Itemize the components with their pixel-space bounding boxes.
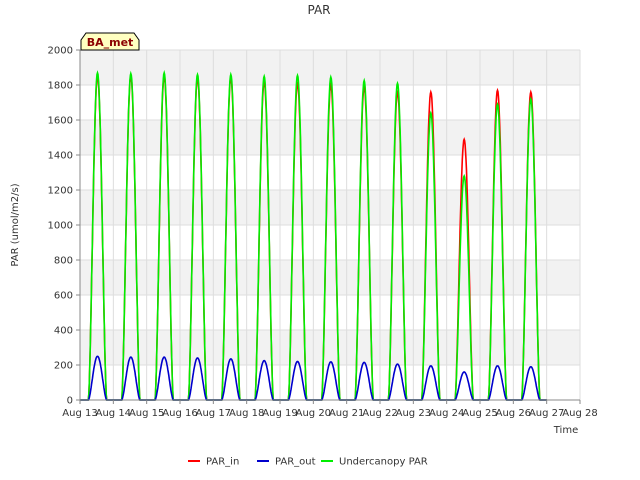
y-tick-label: 2000 — [48, 46, 73, 57]
badge-box — [80, 32, 140, 51]
grid-band — [80, 260, 580, 295]
legend: PAR_in PAR_out Undercanopy PAR — [188, 457, 428, 468]
y-tick-label: 1000 — [48, 221, 73, 232]
x-tick-label: Aug 13 — [62, 408, 97, 419]
y-tick-label: 600 — [54, 291, 73, 302]
x-tick-label: Aug 21 — [329, 408, 364, 419]
x-tick-label: Aug 26 — [496, 408, 531, 419]
legend-label: PAR_in — [206, 457, 239, 468]
x-tick-label: Aug 18 — [229, 408, 264, 419]
x-tick-label: Aug 14 — [96, 408, 131, 419]
grid-band — [80, 120, 580, 155]
x-axis-label: Time — [553, 425, 578, 436]
x-tick-label: Aug 27 — [529, 408, 564, 419]
y-tick-label: 0 — [67, 396, 73, 407]
x-tick-label: Aug 17 — [196, 408, 231, 419]
y-tick-label: 1600 — [48, 116, 73, 127]
y-tick-label: 800 — [54, 256, 73, 267]
y-tick-label: 1400 — [48, 151, 73, 162]
grid-band — [80, 190, 580, 225]
x-tick-label: Aug 24 — [429, 408, 464, 419]
x-tick-label: Aug 16 — [162, 408, 197, 419]
y-tick-label: 200 — [54, 361, 73, 372]
x-tick-label: Aug 22 — [362, 408, 397, 419]
y-tick-labels: 0 200 400 600 800 1000 1200 1400 1600 1800 2000 — [48, 46, 80, 407]
x-tick-label: Aug 25 — [462, 408, 497, 419]
legend-label: PAR_out — [275, 457, 316, 468]
x-tick-label: Aug 15 — [129, 408, 164, 419]
legend-label: Undercanopy PAR — [339, 457, 428, 468]
x-tick-label: Aug 28 — [562, 408, 597, 419]
y-tick-label: 1800 — [48, 81, 73, 92]
chart-title: PAR — [307, 3, 330, 17]
site-badge: BA_met — [80, 32, 140, 51]
y-axis-label: PAR (umol/m2/s) — [10, 183, 21, 266]
x-tick-label: Aug 19 — [262, 408, 297, 419]
badge-label: BA_met — [87, 36, 134, 49]
gridlines — [79, 49, 581, 401]
x-tick-label: Aug 23 — [396, 408, 431, 419]
y-tick-label: 400 — [54, 326, 73, 337]
y-tick-label: 1200 — [48, 186, 73, 197]
x-tick-label: Aug 20 — [296, 408, 331, 419]
